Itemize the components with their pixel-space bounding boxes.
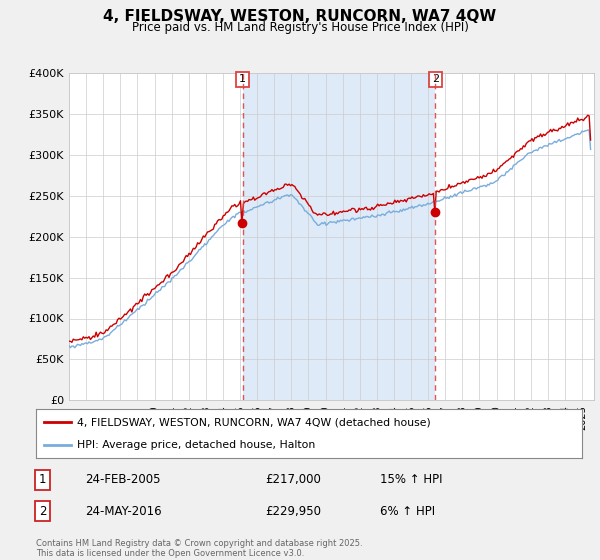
Text: 4, FIELDSWAY, WESTON, RUNCORN, WA7 4QW: 4, FIELDSWAY, WESTON, RUNCORN, WA7 4QW xyxy=(103,9,497,24)
Text: 2: 2 xyxy=(432,74,439,85)
Text: £217,000: £217,000 xyxy=(265,473,321,486)
Text: 4, FIELDSWAY, WESTON, RUNCORN, WA7 4QW (detached house): 4, FIELDSWAY, WESTON, RUNCORN, WA7 4QW (… xyxy=(77,417,431,427)
Text: Price paid vs. HM Land Registry's House Price Index (HPI): Price paid vs. HM Land Registry's House … xyxy=(131,21,469,34)
Text: £229,950: £229,950 xyxy=(265,505,322,517)
Text: 24-MAY-2016: 24-MAY-2016 xyxy=(85,505,162,517)
Text: 15% ↑ HPI: 15% ↑ HPI xyxy=(380,473,442,486)
Text: 6% ↑ HPI: 6% ↑ HPI xyxy=(380,505,435,517)
Text: 1: 1 xyxy=(239,74,246,85)
Text: 24-FEB-2005: 24-FEB-2005 xyxy=(85,473,161,486)
Text: HPI: Average price, detached house, Halton: HPI: Average price, detached house, Halt… xyxy=(77,440,315,450)
Text: 2: 2 xyxy=(39,505,46,517)
Text: 1: 1 xyxy=(39,473,46,486)
Bar xyxy=(242,73,436,400)
Text: Contains HM Land Registry data © Crown copyright and database right 2025.
This d: Contains HM Land Registry data © Crown c… xyxy=(36,539,362,558)
